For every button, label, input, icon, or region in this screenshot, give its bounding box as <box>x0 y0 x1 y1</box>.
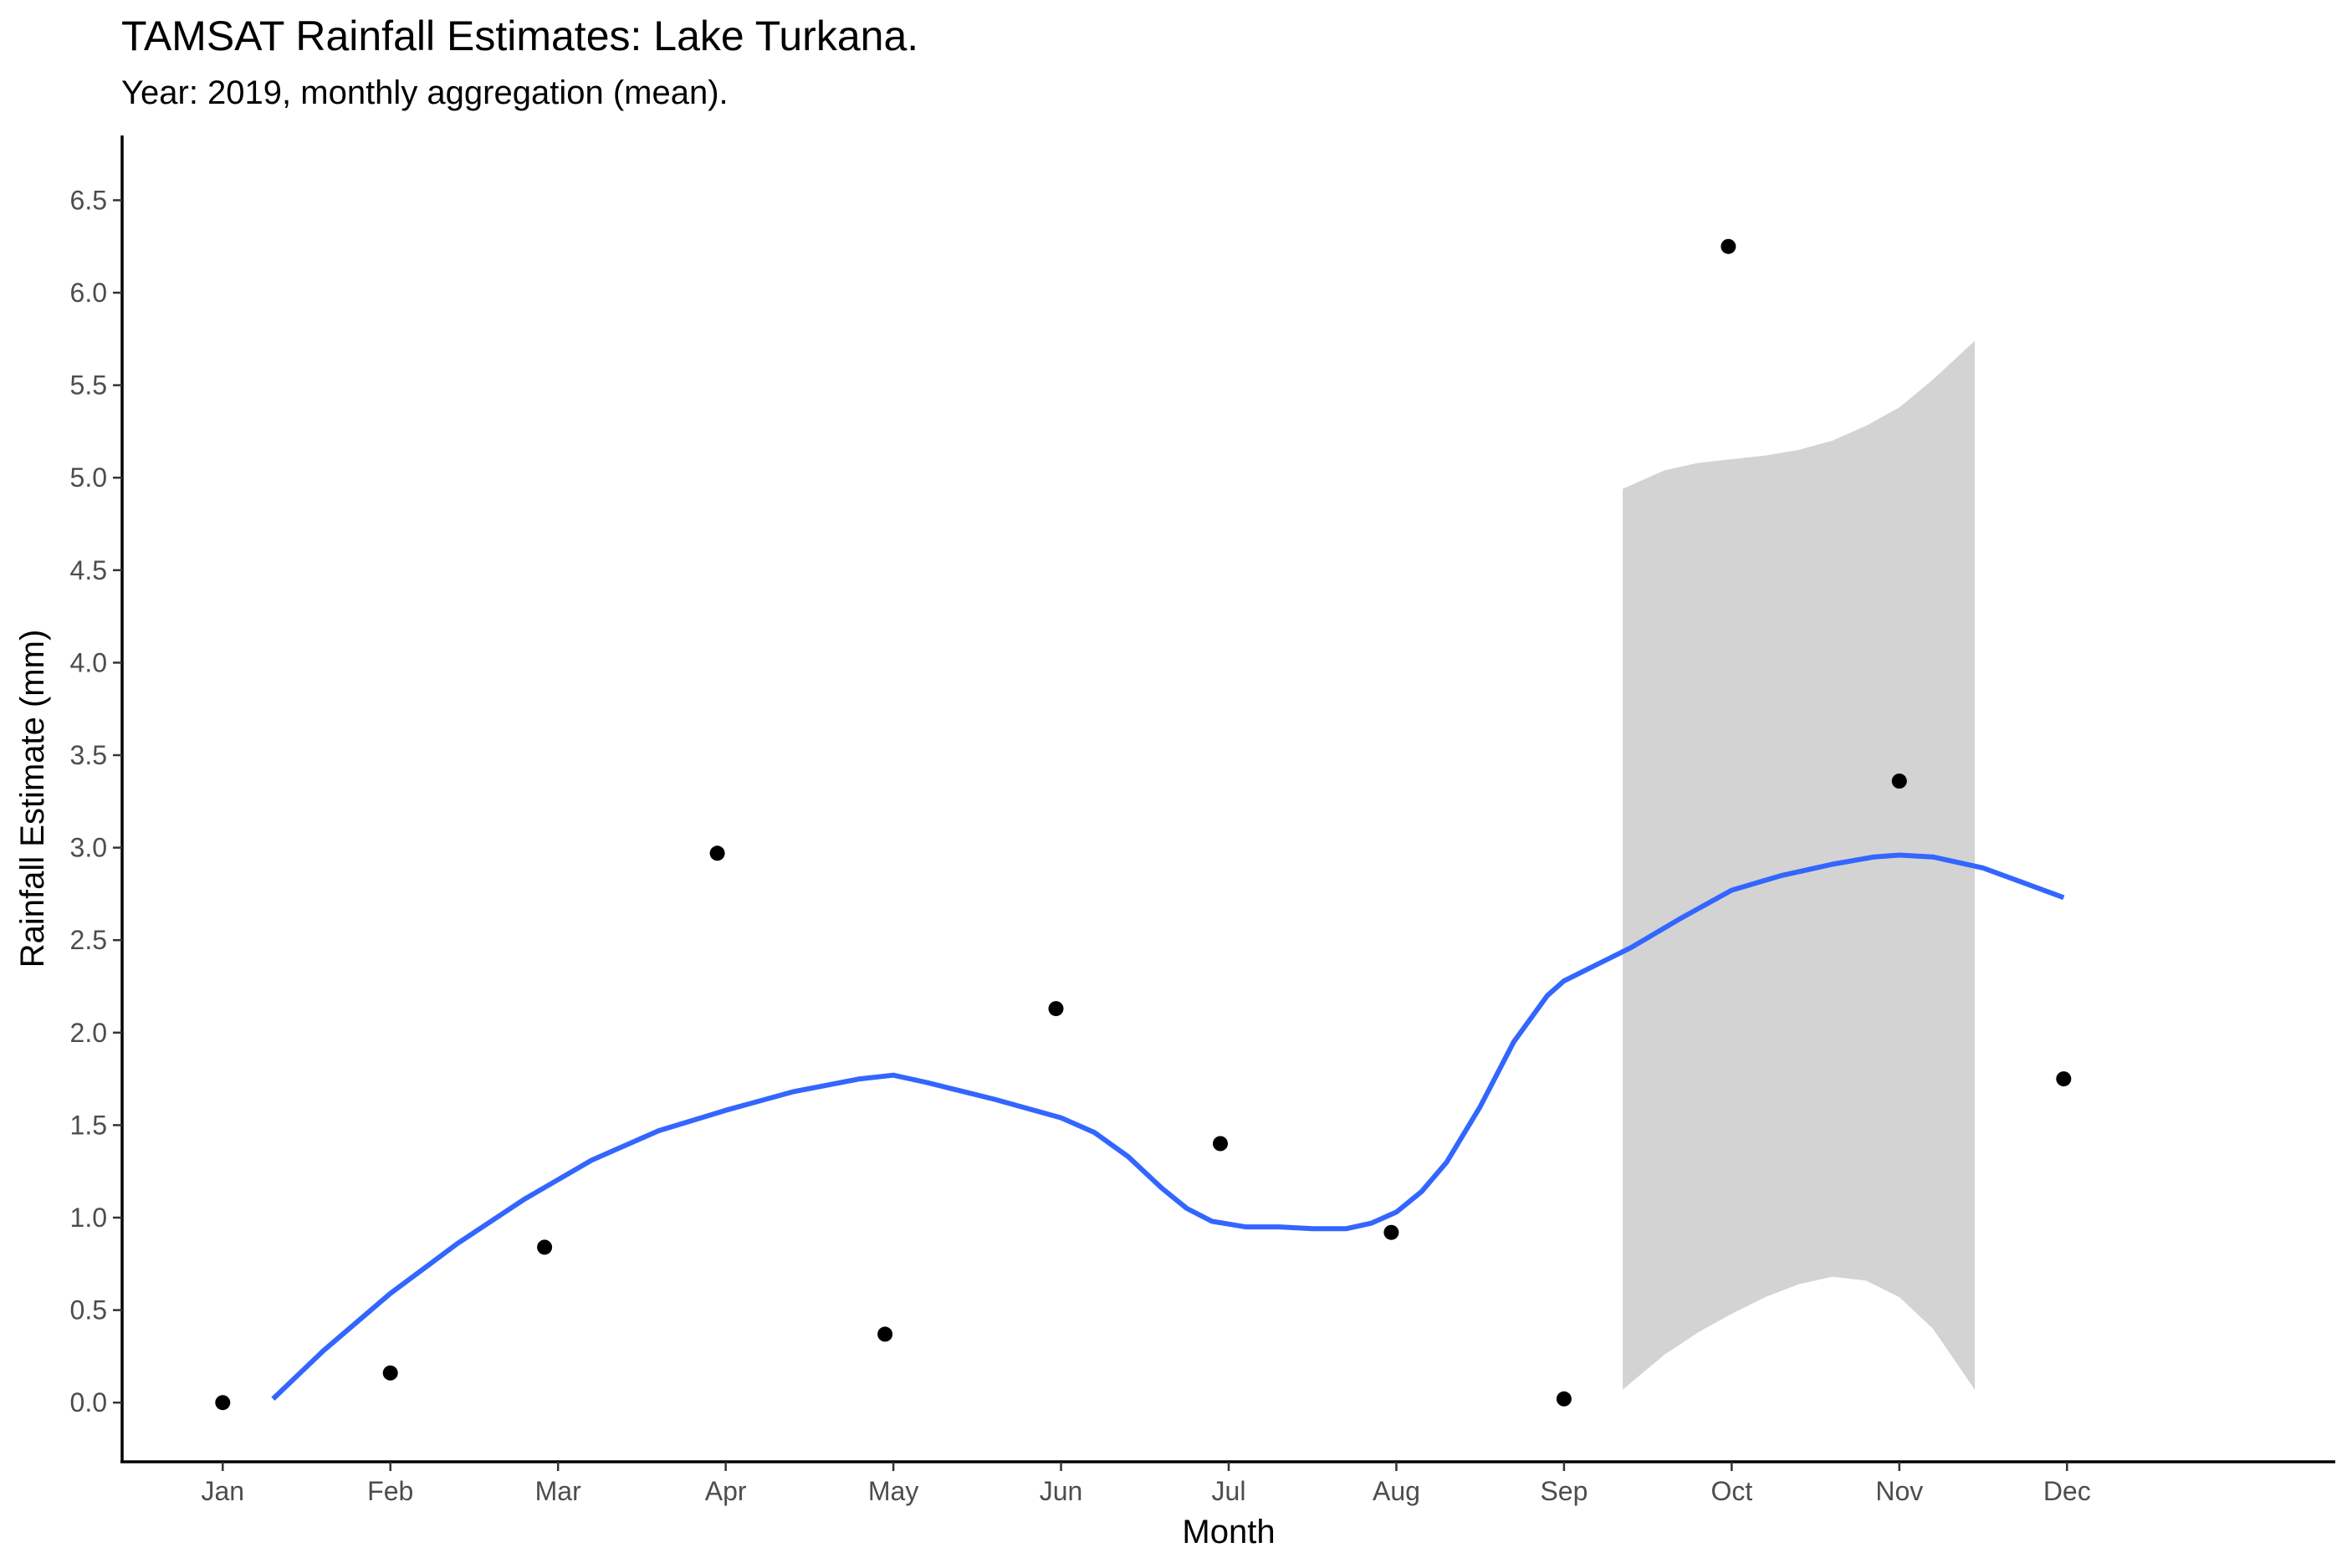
data-point-aug <box>1383 1224 1399 1240</box>
y-tick-label: 2.5 <box>70 925 107 955</box>
y-tick-label: 6.0 <box>70 278 107 308</box>
x-tick-label-feb: Feb <box>367 1476 413 1506</box>
chart-subtitle: Year: 2019, monthly aggregation (mean). <box>121 74 729 111</box>
y-tick-label: 3.5 <box>70 740 107 770</box>
y-tick-label: 5.0 <box>70 462 107 493</box>
y-tick-label: 5.5 <box>70 370 107 401</box>
data-point-may <box>877 1326 893 1342</box>
data-point-oct <box>1721 238 1736 254</box>
y-ticks: 0.0 0.5 1.0 1.5 2.0 2.5 3.0 3.5 4.0 4.5 5.0 5.5 6.0 6… <box>70 185 122 1417</box>
y-tick-label: 0.0 <box>70 1387 107 1417</box>
x-ticks: Jan Feb Mar Apr May Jun Jul Aug Sep Oct Nov Dec <box>201 1462 2091 1506</box>
y-tick-label: 4.5 <box>70 555 107 585</box>
data-point-jul <box>1213 1136 1228 1152</box>
smooth-line-layer <box>271 852 2065 1401</box>
y-tick-label: 4.0 <box>70 647 107 677</box>
y-tick-label: 3.0 <box>70 833 107 863</box>
y-tick-label: 1.5 <box>70 1110 107 1140</box>
data-point-apr <box>709 845 725 861</box>
x-tick-label-jul: Jul <box>1212 1476 1246 1506</box>
x-tick-label-mar: Mar <box>535 1476 581 1506</box>
data-point-sep <box>1556 1391 1572 1407</box>
data-point-jun <box>1048 1001 1064 1017</box>
data-point-nov <box>1891 774 1907 789</box>
x-tick-label-may: May <box>868 1476 918 1506</box>
y-tick-label: 6.5 <box>70 185 107 215</box>
points-layer <box>215 238 2072 1411</box>
chart-title: TAMSAT Rainfall Estimates: Lake Turkana. <box>121 13 918 59</box>
confidence-band <box>1623 340 1975 1390</box>
x-tick-label-apr: Apr <box>705 1476 747 1506</box>
data-point-feb <box>382 1365 398 1381</box>
data-point-dec <box>2056 1071 2072 1087</box>
x-tick-label-oct: Oct <box>1710 1476 1752 1506</box>
data-point-jan <box>215 1395 231 1411</box>
y-tick-label: 0.5 <box>70 1295 107 1325</box>
y-axis-title: Rainfall Estimate (mm) <box>14 630 51 968</box>
x-tick-label-jan: Jan <box>201 1476 244 1506</box>
confidence-band-layer <box>1623 340 1975 1390</box>
y-tick-label: 1.0 <box>70 1203 107 1233</box>
x-tick-label-dec: Dec <box>2043 1476 2091 1506</box>
x-tick-label-nov: Nov <box>1875 1476 1923 1506</box>
x-tick-label-jun: Jun <box>1040 1476 1083 1506</box>
x-axis-title: Month <box>1182 1514 1275 1550</box>
smooth-trend-line <box>271 852 2065 1401</box>
data-point-mar <box>537 1239 553 1255</box>
y-tick-label: 2.0 <box>70 1018 107 1048</box>
x-tick-label-sep: Sep <box>1540 1476 1588 1506</box>
x-tick-label-aug: Aug <box>1373 1476 1420 1506</box>
